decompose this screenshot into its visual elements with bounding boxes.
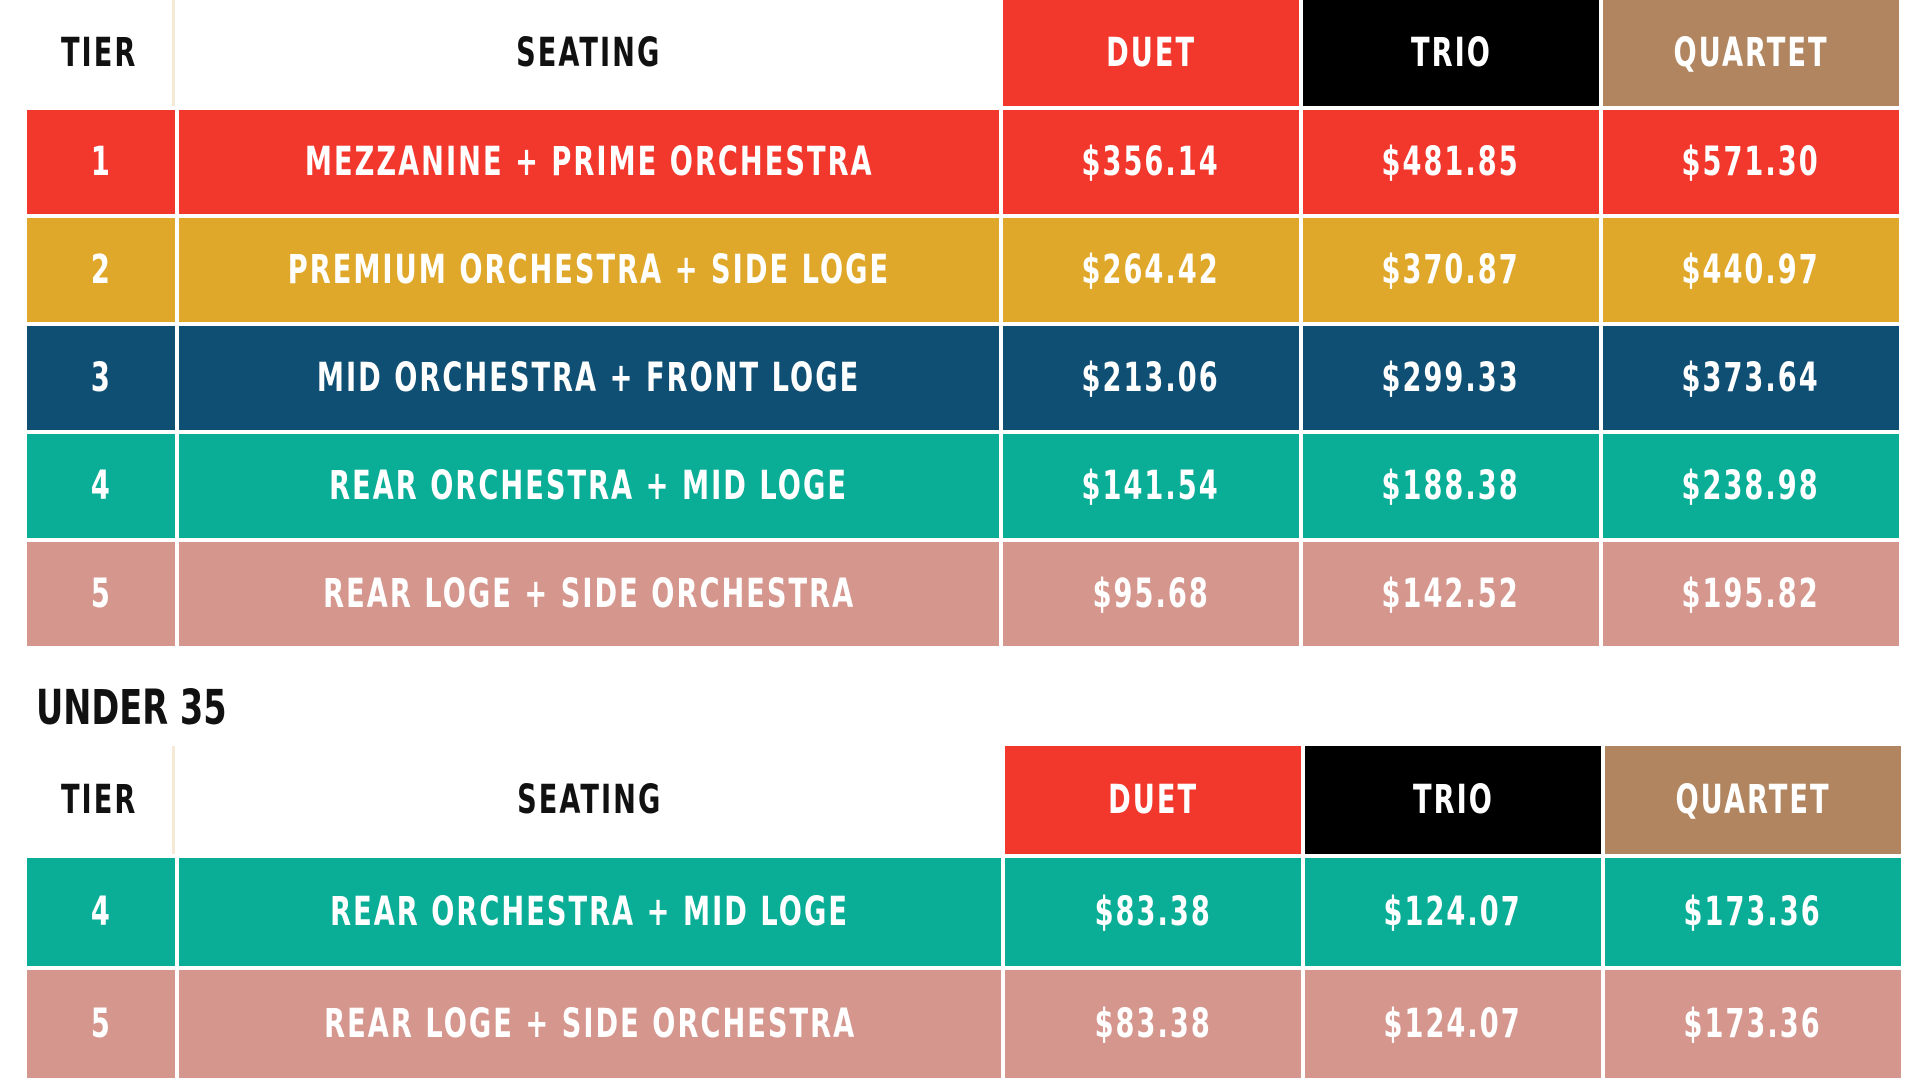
row-3-quartet-price: $373.64 — [1603, 326, 1899, 430]
u35-header-tier: TIER — [27, 746, 175, 854]
row-5-trio-price: $142.52 — [1303, 542, 1599, 646]
row-4-duet-price: $141.54 — [1003, 434, 1299, 538]
row-4-trio-price: $188.38 — [1303, 434, 1599, 538]
u35-header-duet: DUET — [1005, 746, 1301, 854]
row-3-trio-price: $299.33 — [1303, 326, 1599, 430]
u35-row-5-duet-price: $83.38 — [1005, 970, 1301, 1078]
row-4-tier: 4 — [27, 434, 175, 538]
u35-row-4-tier: 4 — [27, 858, 175, 966]
header-seating: SEATING — [179, 0, 999, 106]
u35-header-seating: SEATING — [179, 746, 1001, 854]
u35-row-4-duet-price: $83.38 — [1005, 858, 1301, 966]
u35-row-4-quartet-price: $173.36 — [1605, 858, 1901, 966]
header-tier: TIER — [27, 0, 175, 106]
row-2-seating: PREMIUM ORCHESTRA + SIDE LOGE — [179, 218, 999, 322]
u35-row-5-seating: REAR LOGE + SIDE ORCHESTRA — [179, 970, 1001, 1078]
u35-row-5-trio-price: $124.07 — [1305, 970, 1601, 1078]
row-1-trio-price: $481.85 — [1303, 110, 1599, 214]
row-5-quartet-price: $195.82 — [1603, 542, 1899, 646]
row-4-quartet-price: $238.98 — [1603, 434, 1899, 538]
row-1-quartet-price: $571.30 — [1603, 110, 1899, 214]
row-1-duet-price: $356.14 — [1003, 110, 1299, 214]
row-4-seating: REAR ORCHESTRA + MID LOGE — [179, 434, 999, 538]
row-2-trio-price: $370.87 — [1303, 218, 1599, 322]
row-2-tier: 2 — [27, 218, 175, 322]
row-2-quartet-price: $440.97 — [1603, 218, 1899, 322]
u35-row-5-quartet-price: $173.36 — [1605, 970, 1901, 1078]
u35-header-trio: TRIO — [1305, 746, 1601, 854]
u35-row-5-tier: 5 — [27, 970, 175, 1078]
row-1-tier: 1 — [27, 110, 175, 214]
row-3-duet-price: $213.06 — [1003, 326, 1299, 430]
row-3-tier: 3 — [27, 326, 175, 430]
row-5-duet-price: $95.68 — [1003, 542, 1299, 646]
header-quartet: QUARTET — [1603, 0, 1899, 106]
under-35-pricing-table: TIER SEATING DUET TRIO QUARTET 4 REAR OR… — [27, 746, 1901, 1078]
row-2-duet-price: $264.42 — [1003, 218, 1299, 322]
row-5-seating: REAR LOGE + SIDE ORCHESTRA — [179, 542, 999, 646]
row-5-tier: 5 — [27, 542, 175, 646]
u35-row-4-trio-price: $124.07 — [1305, 858, 1601, 966]
pricing-table: TIER SEATING DUET TRIO QUARTET 1 MEZZANI… — [27, 0, 1899, 646]
u35-row-4-seating: REAR ORCHESTRA + MID LOGE — [179, 858, 1001, 966]
header-duet: DUET — [1003, 0, 1299, 106]
under-35-title: UNDER 35 — [36, 680, 227, 736]
row-1-seating: MEZZANINE + PRIME ORCHESTRA — [179, 110, 999, 214]
u35-header-quartet: QUARTET — [1605, 746, 1901, 854]
row-3-seating: MID ORCHESTRA + FRONT LOGE — [179, 326, 999, 430]
header-trio: TRIO — [1303, 0, 1599, 106]
